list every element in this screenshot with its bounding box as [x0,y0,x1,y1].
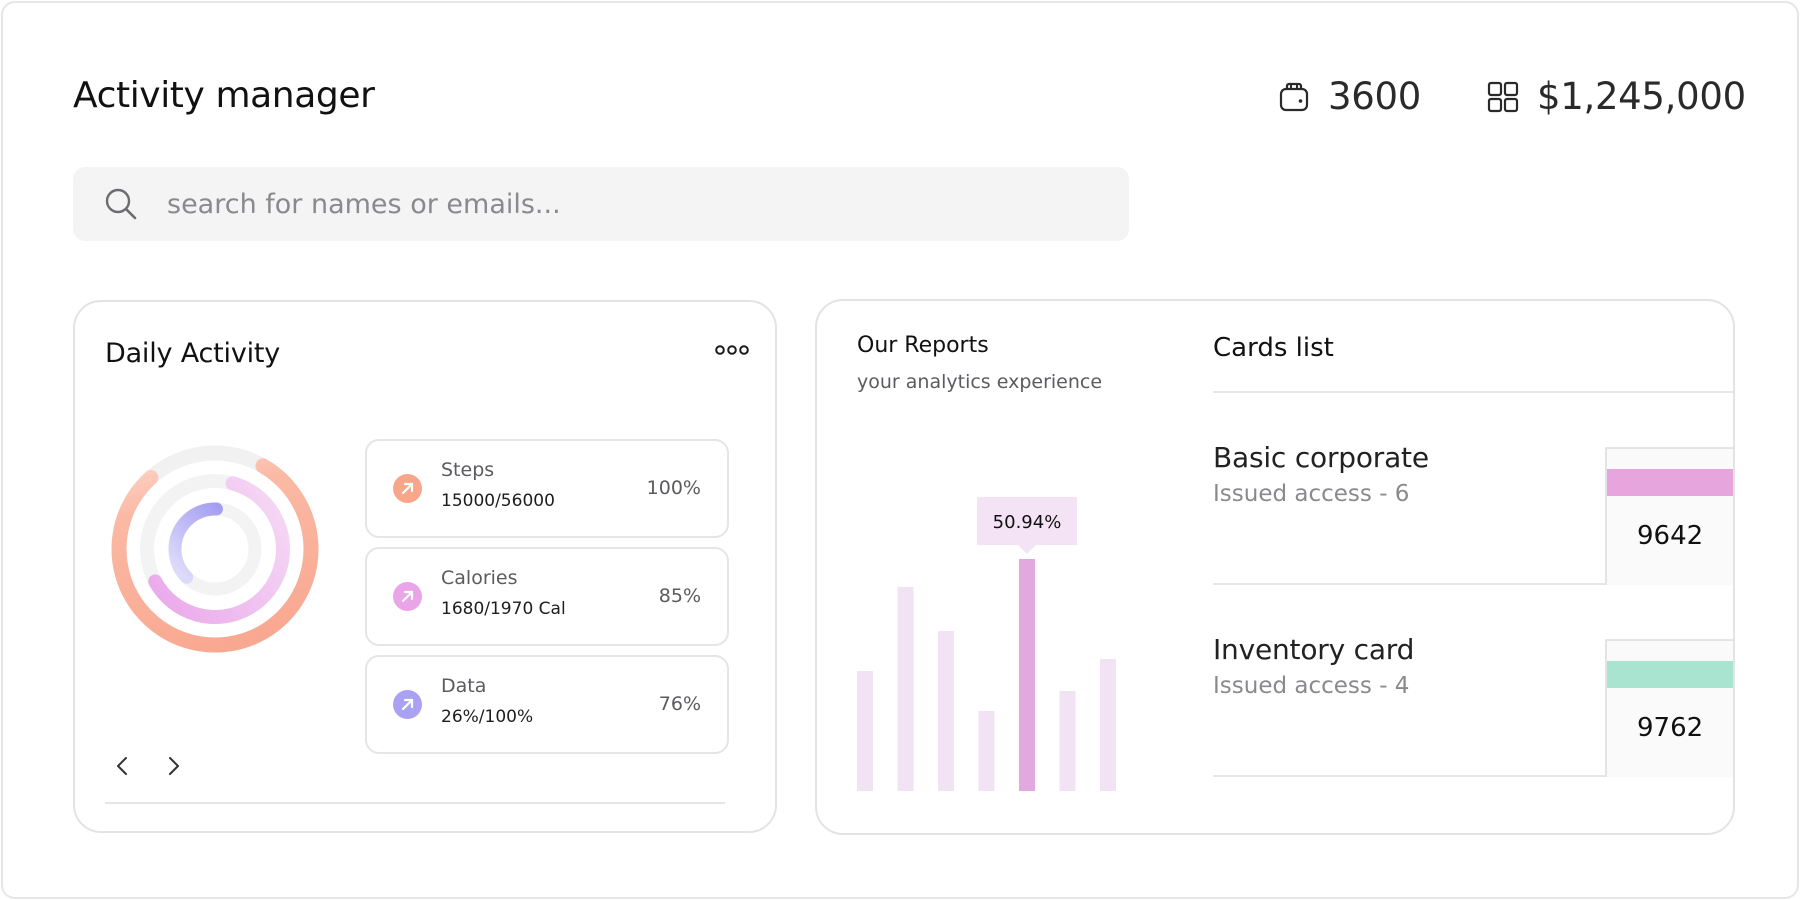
data-ring [168,502,262,596]
calories-ring [140,474,290,624]
reports-title: Our Reports [857,333,989,358]
divider [1213,391,1733,393]
arrow-up-right-icon [393,690,422,719]
metric-percent: 100% [646,477,701,499]
balance-value: $1,245,000 [1537,75,1746,118]
card-meta: Issued access - 6 [1213,481,1410,507]
wallet-icon [1279,82,1309,111]
metric-percent: 76% [658,693,701,715]
chart-tooltip: 50.94% [977,497,1077,554]
coins-value: 3600 [1328,75,1421,118]
metric-label: Steps [441,459,495,481]
card-preview: 9762 [1605,639,1733,777]
chart-bar[interactable] [1100,659,1116,791]
chevron-right-icon[interactable] [161,754,185,778]
metric-calories[interactable]: Calories 1680/1970 Cal 85% [365,547,729,646]
arrow-up-right-icon [393,582,422,611]
daily-activity-card: Daily Activity [73,300,777,833]
card-meta: Issued access - 4 [1213,673,1410,699]
reports-card: Our Reports your analytics experience 50… [815,299,1735,835]
metric-steps[interactable]: Steps 15000/56000 100% [365,439,729,538]
card-item-inventory-card[interactable]: Inventory card Issued access - 4 9762 [1213,585,1733,777]
chart-bar[interactable] [1059,691,1076,791]
card-number: 9762 [1637,713,1704,743]
chart-tooltip-box [977,497,1077,545]
coins-stat: 3600 [1278,75,1421,118]
grid-icon [1487,81,1519,112]
daily-activity-title: Daily Activity [105,338,281,369]
card-name: Inventory card [1213,633,1415,666]
activity-rings [111,445,319,653]
page-title: Activity manager [73,75,375,116]
balance-stat: $1,245,000 [1487,75,1746,118]
metric-label: Data [441,675,487,697]
steps-ring [111,445,319,653]
metric-value: 1680/1970 Cal [441,599,566,619]
card-color-strip [1607,469,1733,496]
search-bar[interactable] [73,167,1129,241]
divider [105,802,725,804]
chevron-left-icon[interactable] [111,754,135,778]
card-color-strip [1607,661,1733,688]
search-input[interactable] [167,188,1047,220]
chart-data-label: 50.94% [993,512,1062,533]
chart-bar[interactable] [897,587,914,791]
cards-list-title: Cards list [1213,333,1334,363]
chart-tooltip-pointer [1018,545,1036,554]
metric-data[interactable]: Data 26%/100% 76% [365,655,729,754]
card-preview: 9642 [1605,447,1733,585]
arrow-up-right-icon [393,474,422,503]
metric-value: 26%/100% [441,707,534,727]
search-icon [105,188,137,220]
chart-bar[interactable] [938,631,954,791]
chart-bar[interactable] [978,711,995,791]
more-options-icon[interactable] [715,344,749,356]
reports-subtitle: your analytics experience [857,371,1103,393]
chart-bar[interactable] [857,671,873,791]
metric-label: Calories [441,567,518,589]
card-item-basic-corporate[interactable]: Basic corporate Issued access - 6 9642 [1213,393,1733,585]
metric-value: 15000/56000 [441,491,555,511]
chart-bar[interactable] [1019,559,1035,791]
card-number: 9642 [1637,521,1704,551]
reports-bar-chart: 50.94% [857,497,1116,791]
card-name: Basic corporate [1213,441,1429,474]
metric-percent: 85% [658,585,701,607]
